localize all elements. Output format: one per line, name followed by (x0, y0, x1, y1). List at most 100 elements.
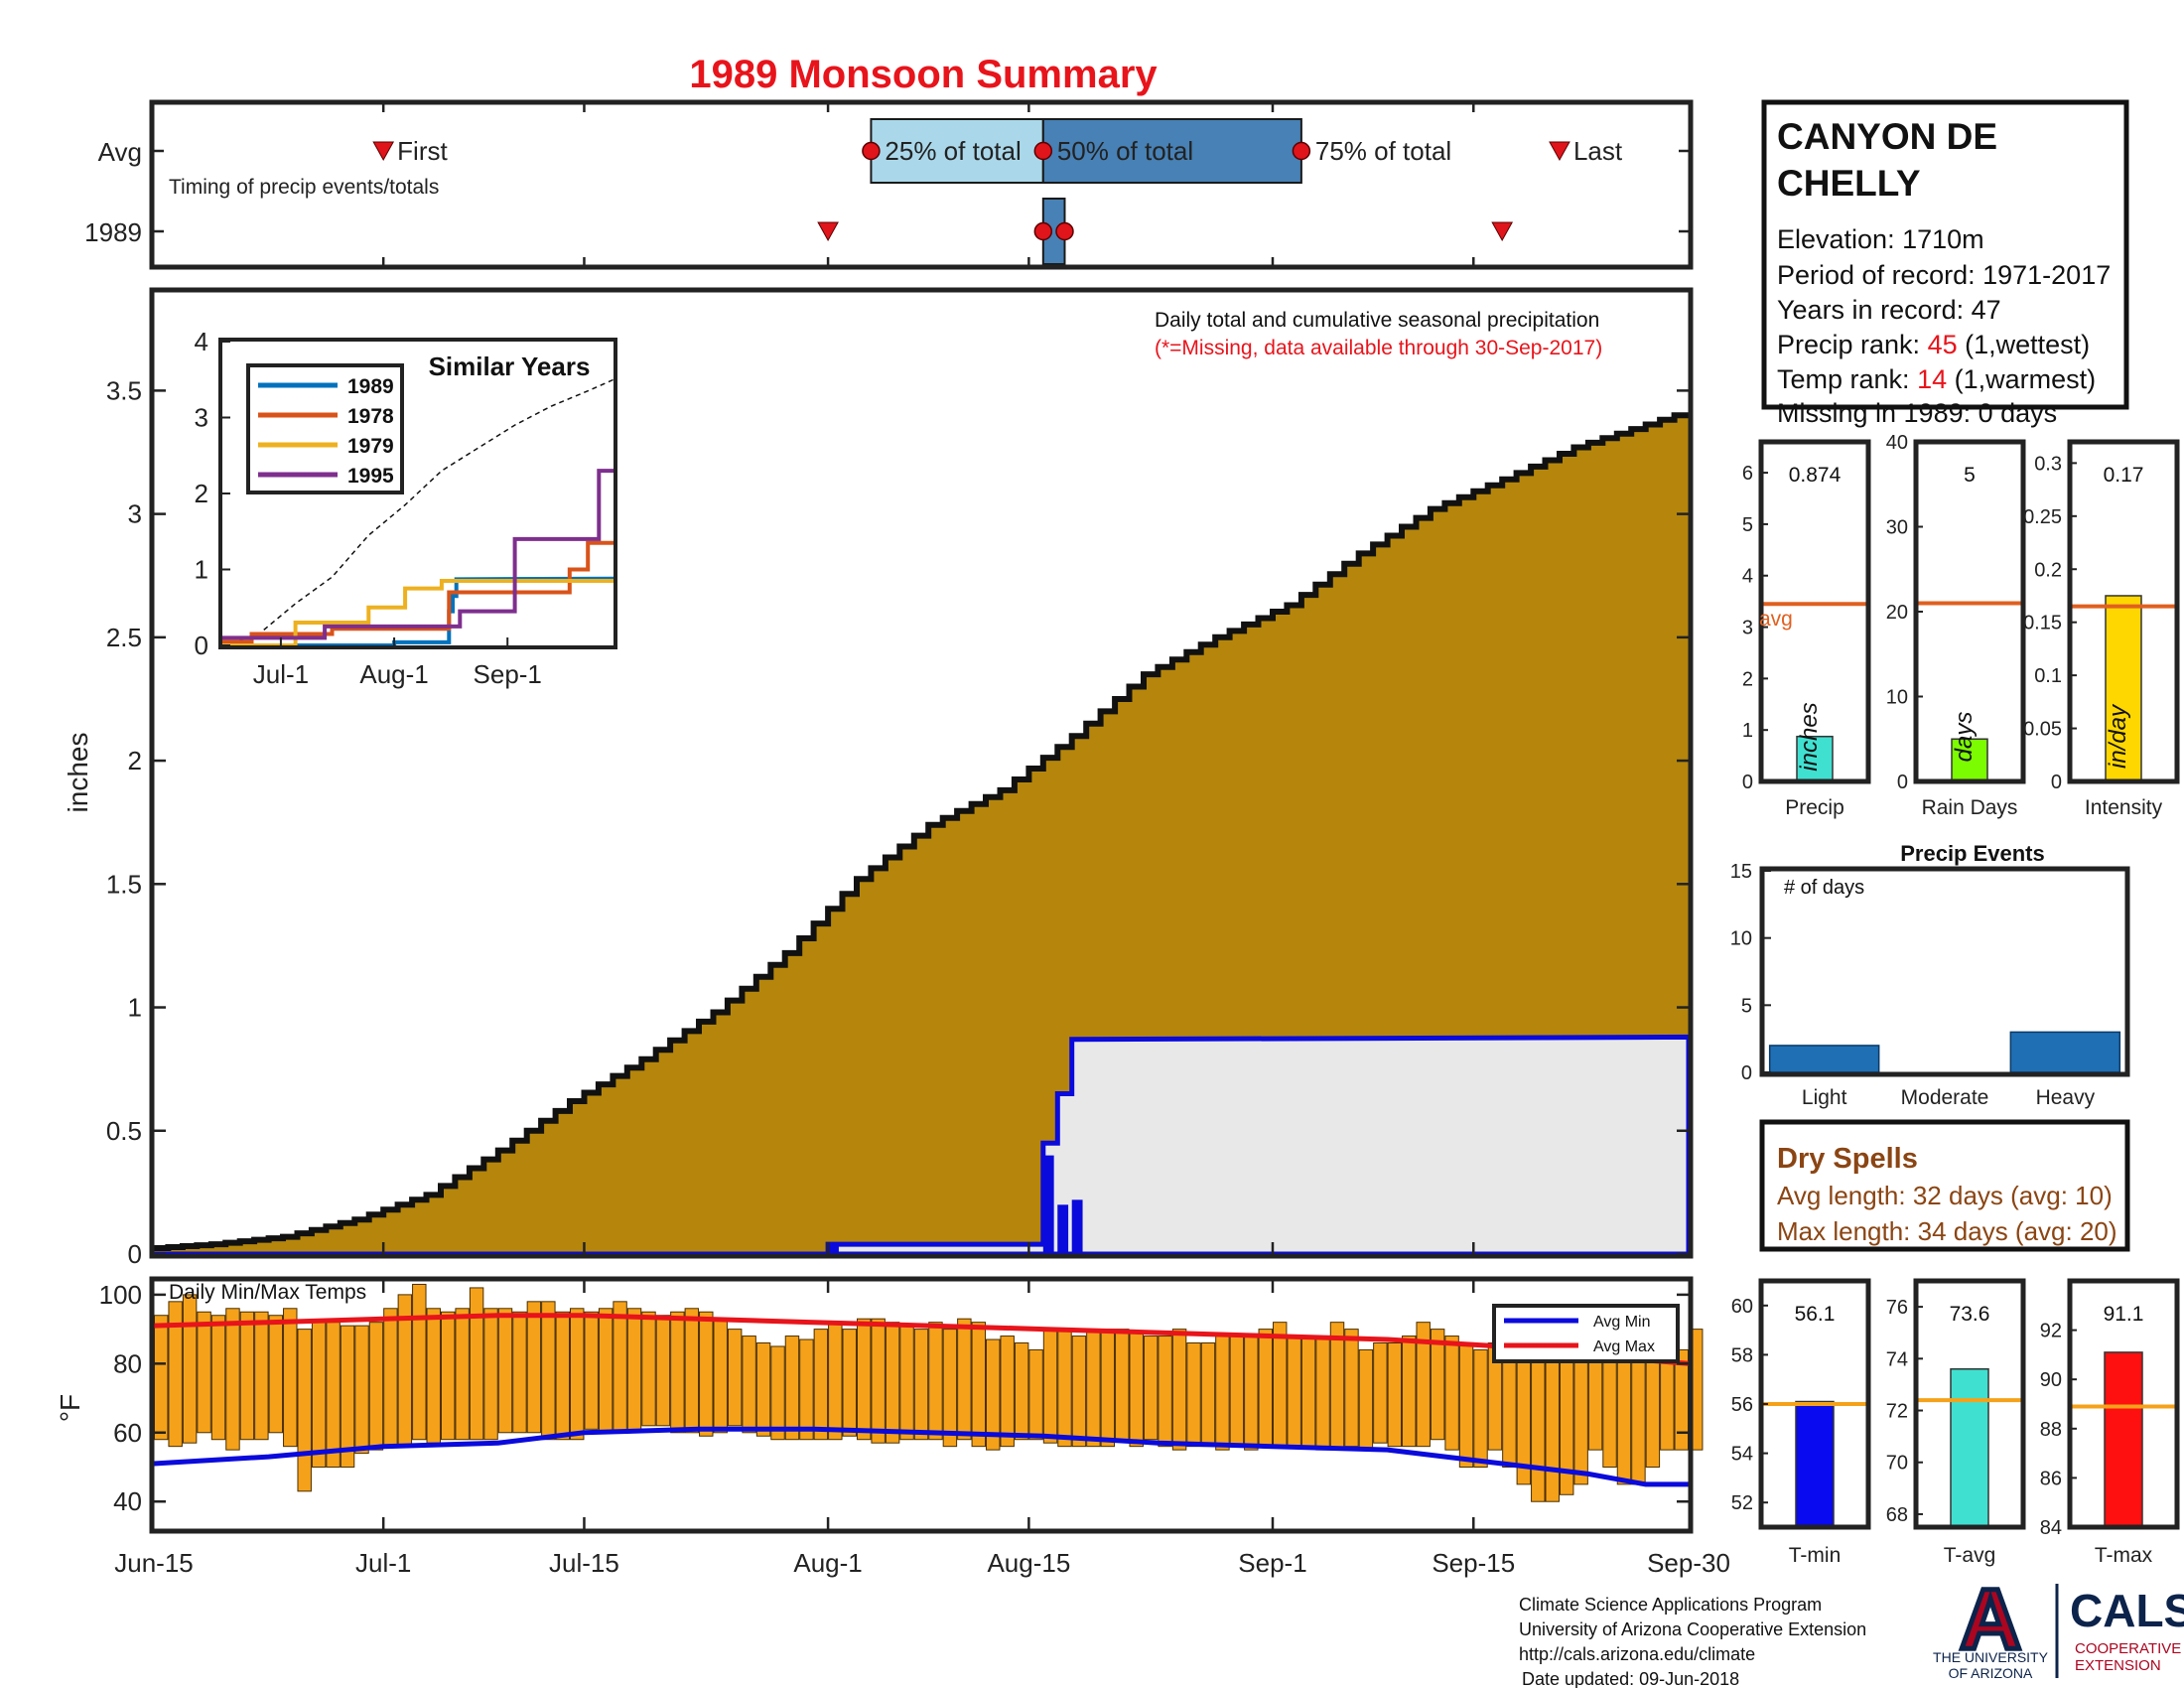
temp-range-bar (440, 1311, 456, 1441)
inset-legend: 1989 1978 1979 1995 (246, 363, 404, 494)
pct-75-label: 75% of total (1315, 136, 1451, 166)
raindays-tick-label: 40 (1886, 432, 1908, 454)
tmin-tick-label: 60 (1731, 1296, 1753, 1318)
missing-note: (*=Missing, data available through 30-Se… (1155, 337, 1602, 359)
date-tick-label: Aug-1 (793, 1548, 862, 1578)
precip-tick-label: 4 (1742, 566, 1753, 588)
precip-mini-chart: 0 1 2 3 4 5 6 0.874 Precip inches avg (1742, 439, 1871, 819)
raindays-unit: days (1951, 712, 1978, 763)
inset-series-1995 (222, 469, 614, 640)
temp-range-bar (1100, 1329, 1116, 1448)
precip-unit: inches (1796, 702, 1823, 771)
tavg-value: 73.6 (1950, 1303, 1990, 1326)
station-missing: Missing in 1989: 0 days (1777, 398, 2057, 428)
inset-y-tick-label: 2 (195, 479, 208, 508)
temp-range-bar (971, 1322, 987, 1448)
date-x-ticks: Jun-15 Jul-1 Jul-15 Aug-1 Aug-15 Sep-1 Sep-15 S… (114, 1281, 1730, 1578)
temp-range-bar (784, 1336, 800, 1441)
precip-tick-label: 5 (1742, 514, 1753, 536)
tmin-mini-chart: 52 54 56 58 60 56.1 T-min (1731, 1278, 1871, 1567)
tmax-tick-label: 86 (2040, 1468, 2062, 1489)
daily-precip-bar (828, 1244, 839, 1254)
raindays-xlabel: Rain Days (1922, 796, 2018, 819)
y-tick-label: 3.5 (106, 375, 142, 405)
dry-spells-avg: Avg length: 32 days (avg: 10) (1777, 1181, 2113, 1210)
temp-range-bars (154, 1283, 1704, 1502)
legend-label-1989: 1989 (347, 375, 394, 398)
temp-range-bar (1587, 1348, 1603, 1451)
temp-range-bar (541, 1301, 556, 1441)
temp-range-bar (1645, 1348, 1661, 1469)
date-tick-label: Jul-1 (355, 1548, 411, 1578)
year-first-marker (817, 221, 839, 242)
precip-events-ylabel: # of days (1784, 877, 1864, 899)
y-tick-label: 1.5 (106, 869, 142, 899)
station-years: Years in record: 47 (1777, 295, 2001, 325)
temp-range-bar (799, 1338, 814, 1441)
temp-range-bar (283, 1308, 298, 1448)
intensity-tick-label: 0.1 (2034, 665, 2062, 687)
date-tick-label: Jun-15 (114, 1548, 194, 1578)
avg-quartile-marker-2 (1292, 141, 1311, 161)
y-tick-label: 0.5 (106, 1116, 142, 1146)
temp-range-bar (1473, 1348, 1488, 1469)
pct-25-label: 25% of total (885, 136, 1021, 166)
inset-x-tick-label: Sep-1 (474, 659, 542, 689)
station-name-line1: CANYON DE (1777, 116, 1997, 157)
inset-x-tick-label: Aug-1 (359, 659, 428, 689)
inset-frame (218, 338, 617, 649)
temp-range-bar (197, 1311, 211, 1434)
avg-min-line (153, 1426, 1689, 1487)
timing-panel-frame (149, 99, 1694, 270)
tavg-tick-label: 72 (1886, 1401, 1908, 1423)
dry-spells-title: Dry Spells (1777, 1143, 1918, 1175)
temp-range-bar (885, 1322, 900, 1444)
temp-range-bar (727, 1329, 743, 1427)
temp-range-bar (613, 1301, 627, 1434)
tmax-tick-label: 84 (2040, 1517, 2062, 1539)
temp-range-bar (1502, 1348, 1517, 1469)
temp-range-bar (1244, 1336, 1259, 1451)
tmax-tick-label: 90 (2040, 1369, 2062, 1391)
temp-range-bar (1458, 1342, 1474, 1468)
year-last-marker (1491, 221, 1514, 242)
precip-tick-label: 3 (1742, 618, 1753, 639)
event-category-label: Light (1802, 1086, 1847, 1109)
temp-y-tick-label: 80 (113, 1348, 142, 1378)
raindays-bar (1951, 738, 1988, 782)
tmax-value: 91.1 (2104, 1303, 2144, 1326)
intensity-tick-label: 0.25 (2023, 506, 2062, 528)
dry-spells-frame (1759, 1119, 2130, 1252)
intensity-mini-chart: 0 0.05 0.1 0.15 0.2 0.25 0.3 0.17 Intensity in/da… (2023, 439, 2180, 819)
avg-timing-box-first-half (870, 118, 1044, 184)
temp-range-bar (928, 1322, 943, 1441)
temp-range-bar (1315, 1336, 1330, 1451)
avg-last-marker (1549, 141, 1570, 162)
tmin-value: 56.1 (1795, 1303, 1836, 1326)
inset-series-1978 (222, 540, 614, 644)
temp-range-bar (426, 1308, 441, 1444)
temp-range-bar (1573, 1342, 1588, 1485)
first-label: First (397, 136, 448, 166)
temp-legend-frame (1492, 1304, 1680, 1363)
dry-spells: Dry Spells Avg length: 32 days (avg: 10)… (1759, 1119, 2130, 1252)
inset-y-tick-label: 0 (195, 631, 208, 660)
university-a-logo: A (1960, 1572, 2021, 1667)
precip-avg-label: avg (1759, 608, 1793, 631)
temp-range-bar (497, 1308, 513, 1434)
temp-range-bar (1300, 1336, 1316, 1448)
y-tick-label: 0 (128, 1239, 142, 1269)
temp-range-bar (584, 1311, 599, 1430)
temp-range-bar (1430, 1329, 1445, 1441)
intensity-tick-label: 0.15 (2023, 613, 2062, 634)
temp-range-bar (871, 1318, 886, 1444)
temp-range-bar (383, 1308, 398, 1448)
station-info-frame (1761, 99, 2129, 410)
temp-range-bar (526, 1301, 542, 1434)
temp-range-bar (957, 1318, 972, 1441)
temp-range-bar (1186, 1342, 1201, 1448)
temp-range-bar (626, 1308, 642, 1434)
inset-title: Similar Years (429, 352, 591, 381)
intensity-tick-label: 0.05 (2023, 719, 2062, 741)
temp-range-bar (154, 1315, 169, 1441)
